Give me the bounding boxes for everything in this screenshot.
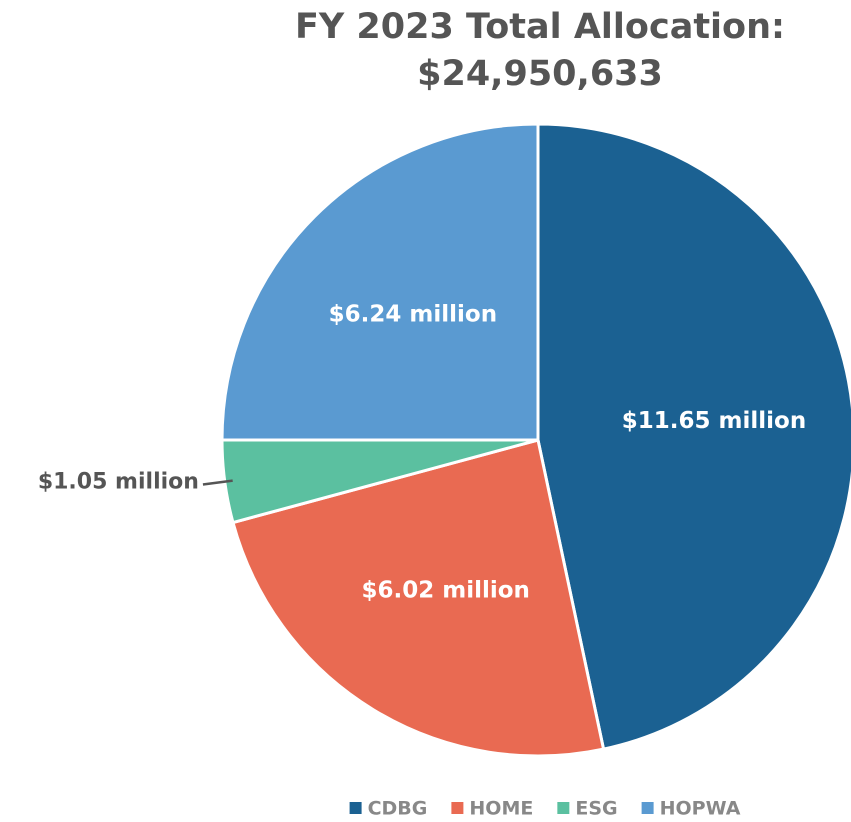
legend-label: CDBG — [368, 798, 428, 820]
legend-label: HOME — [469, 798, 533, 820]
legend-swatch — [349, 802, 362, 814]
legend-swatch — [641, 802, 654, 814]
leader-line — [202, 479, 233, 486]
data-label: $6.24 million — [329, 301, 497, 327]
chart-title: FY 2023 Total Allocation: $24,950,633 — [294, 7, 786, 94]
pie-slice — [231, 438, 606, 758]
legend-swatch — [451, 802, 464, 814]
data-label: $1.05 million — [38, 470, 199, 495]
data-label: $11.65 million — [622, 408, 806, 434]
pie-slice — [220, 122, 540, 442]
pie-slice — [536, 122, 851, 751]
legend-swatch — [557, 802, 570, 814]
legend-label: ESG — [575, 798, 617, 820]
data-label: $6.02 million — [361, 577, 529, 603]
legend-label: HOPWA — [660, 798, 741, 820]
